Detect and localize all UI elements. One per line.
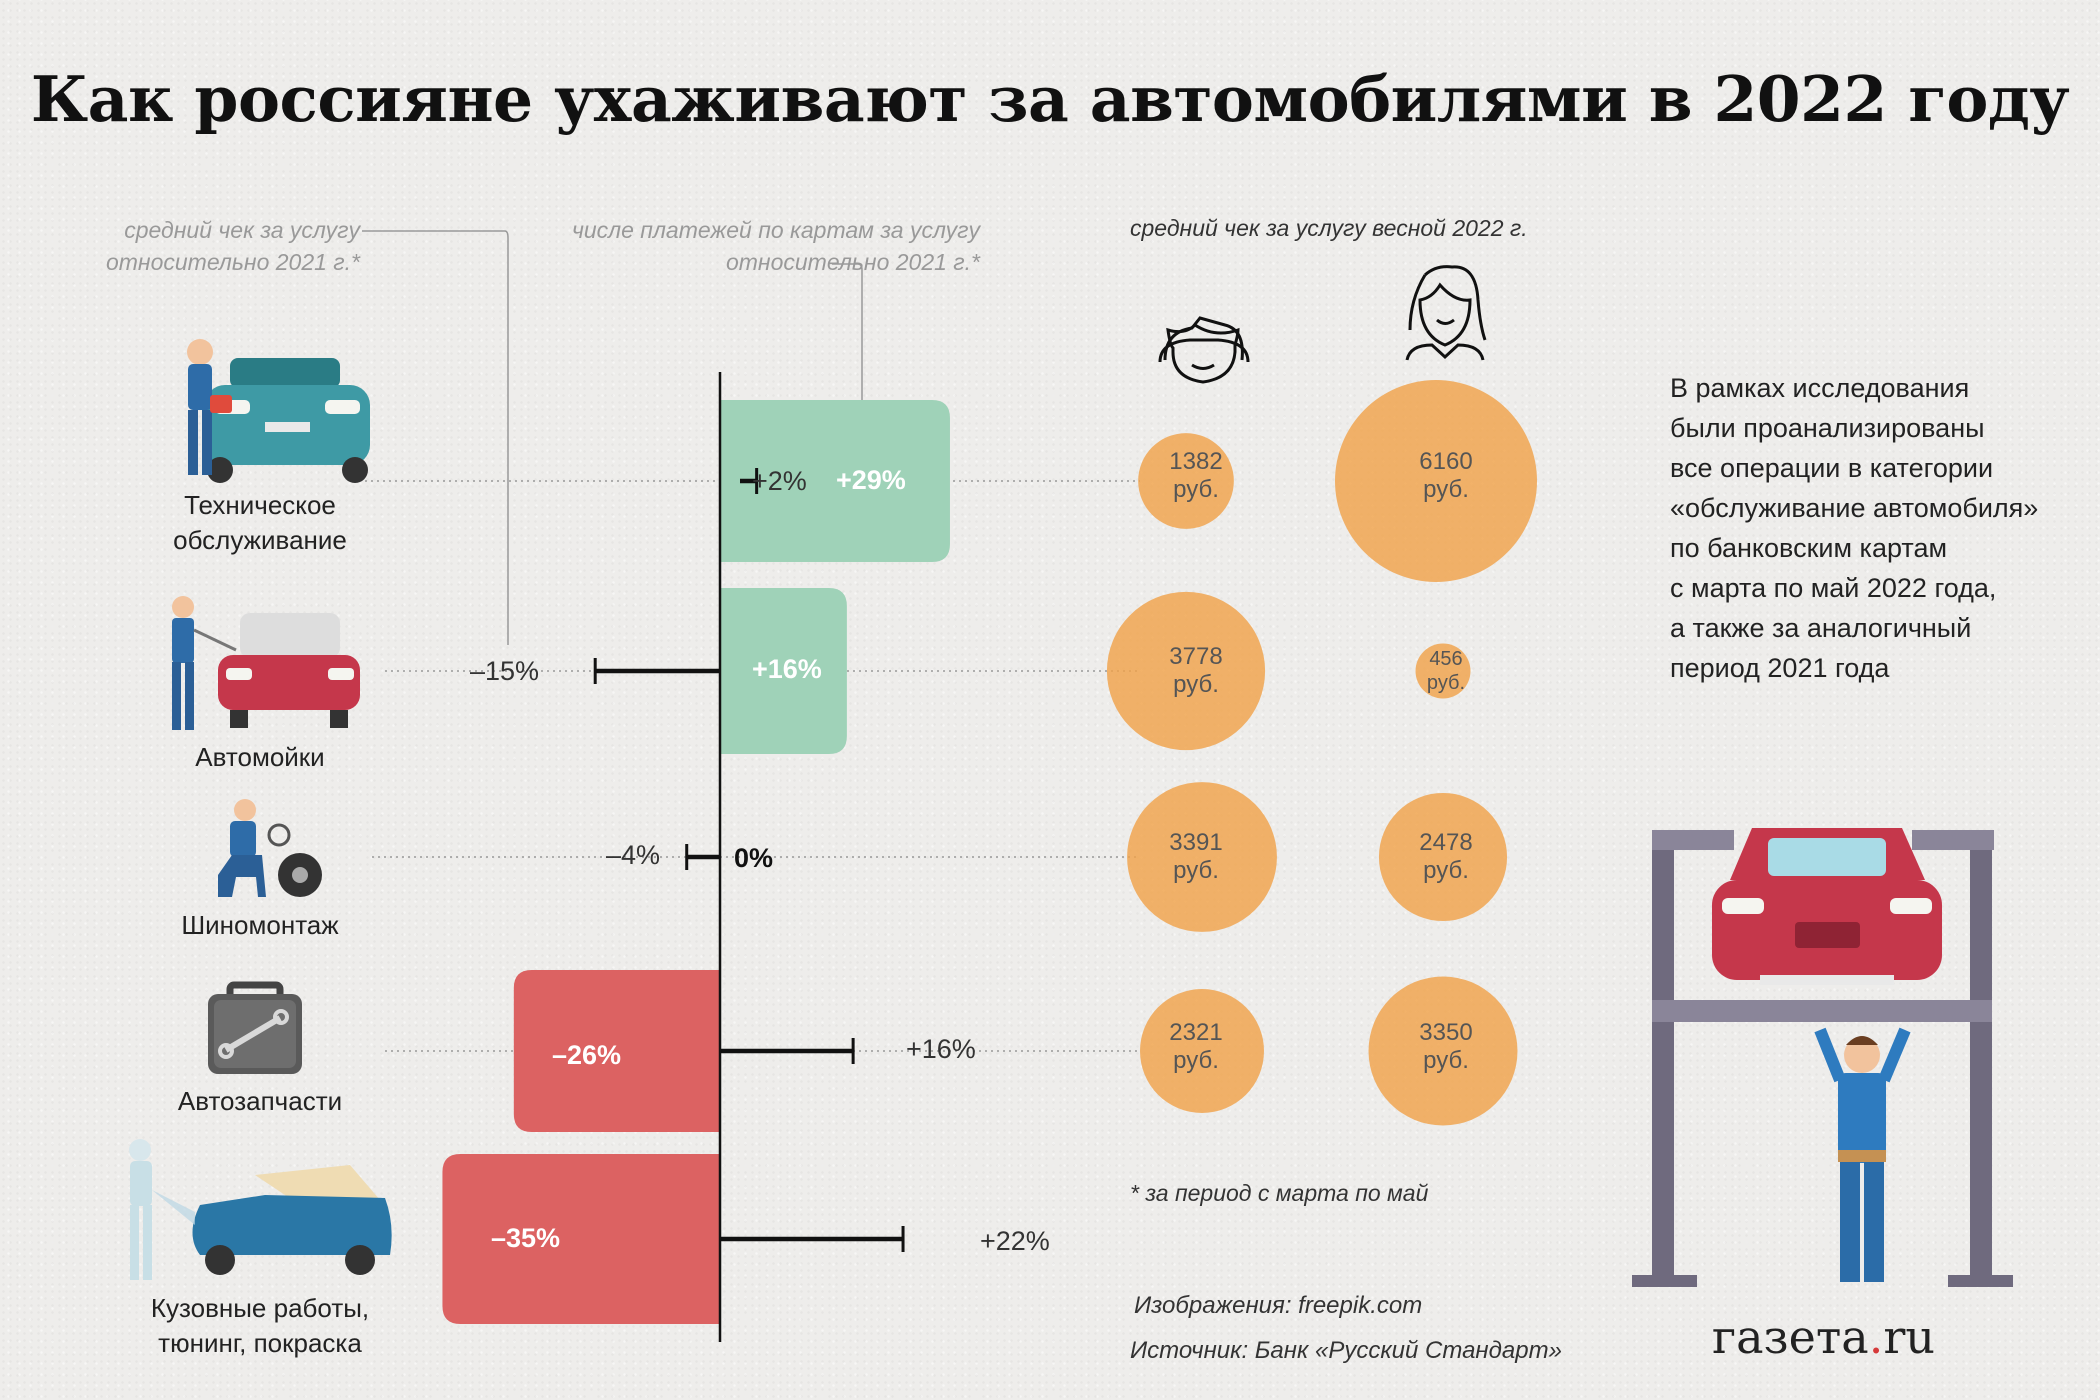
category-label-tire-service: Шиномонтаж bbox=[100, 908, 420, 943]
bubble-men bbox=[1138, 433, 1234, 529]
category-label-technical-service: Техническое обслуживание bbox=[100, 488, 420, 558]
category-label-line: Техническое bbox=[184, 490, 336, 520]
bubble-label-men-technical-service: 1382 руб. bbox=[1116, 448, 1276, 504]
category-label-line: Автомойки bbox=[195, 742, 325, 772]
bubble-value: 3778 bbox=[1169, 643, 1223, 670]
page-title: Как россияне ухаживают за автомобилями в… bbox=[30, 62, 2070, 136]
data-label-payments-technical-service: +29% bbox=[836, 465, 906, 495]
note-avg-check-spring: средний чек за услугу весной 2022 г. bbox=[1130, 215, 1528, 241]
category-label-auto-parts: Автозапчасти bbox=[100, 1084, 420, 1119]
payments-bar bbox=[720, 400, 950, 562]
source-credit: Источник: Банк «Русский Стандарт» bbox=[1130, 1337, 1562, 1364]
payments-bar bbox=[720, 588, 847, 754]
bubble-men bbox=[1140, 989, 1264, 1113]
bubble-unit: руб. bbox=[1173, 671, 1219, 698]
data-label-avg-check-body-work: +22% bbox=[980, 1226, 1050, 1256]
category-label-line: обслуживание bbox=[173, 525, 347, 555]
body-work-illustration bbox=[129, 1139, 392, 1280]
bubble-unit: руб. bbox=[1423, 1047, 1469, 1074]
gazeta-logo: газета.ru bbox=[1712, 1310, 1935, 1364]
data-label-avg-check-technical-service: +2% bbox=[752, 466, 807, 496]
man-face-icon bbox=[1158, 316, 1250, 384]
bubble-men bbox=[1106, 591, 1266, 751]
category-label-line: Кузовные работы, bbox=[150, 1293, 370, 1323]
bubble-value: 456 bbox=[1429, 648, 1463, 670]
bubble-value: 2321 bbox=[1169, 1019, 1223, 1046]
bubble-value: 6160 bbox=[1419, 448, 1473, 475]
logo-main: газета bbox=[1712, 1310, 1869, 1364]
bubble-label-women-tire-service: 2478 руб. bbox=[1366, 829, 1526, 885]
logo-dot: . bbox=[1868, 1310, 1884, 1364]
footnote: * за период с марта по май bbox=[1130, 1180, 1429, 1206]
note-payments-change: числе платежей по картам за услугу относ… bbox=[520, 214, 980, 278]
woman-face-icon bbox=[1405, 265, 1487, 361]
car-wash-illustration bbox=[172, 596, 360, 730]
category-label-line: Шиномонтаж bbox=[181, 910, 339, 940]
note-line: относительно 2021 г.* bbox=[725, 249, 980, 275]
description-line: по банковским картам bbox=[1670, 533, 1948, 563]
study-description: В рамках исследования были проанализиров… bbox=[1670, 368, 2070, 688]
bubble-value: 2478 bbox=[1419, 829, 1473, 856]
note-line: средний чек за услугу bbox=[124, 217, 360, 243]
note-line: числе платежей по картам за услугу bbox=[571, 217, 980, 243]
description-line: с марта по май 2022 года, bbox=[1670, 573, 1997, 603]
leader-line-avg-check bbox=[362, 230, 509, 645]
leader-line-payments bbox=[832, 263, 863, 455]
bubble-women bbox=[1335, 380, 1537, 582]
bubble-label-men-tire-service: 3391 руб. bbox=[1116, 829, 1276, 885]
data-label-payments-body-work: –35% bbox=[491, 1223, 561, 1253]
category-label-body-work: Кузовные работы, тюнинг, покраска bbox=[100, 1291, 420, 1361]
bubble-unit: руб. bbox=[1173, 1047, 1219, 1074]
data-label-avg-check-auto-parts: +16% bbox=[906, 1034, 976, 1064]
bubble-women bbox=[1368, 976, 1518, 1126]
category-label-car-wash: Автомойки bbox=[100, 740, 420, 775]
description-line: были проанализированы bbox=[1670, 413, 1985, 443]
description-line: период 2021 года bbox=[1670, 653, 1890, 683]
bubble-unit: руб. bbox=[1173, 857, 1219, 884]
bubble-label-men-car-wash: 3778 руб. bbox=[1116, 643, 1276, 699]
bubble-unit: руб. bbox=[1423, 857, 1469, 884]
note-avg-check-change: средний чек за услугу относительно 2021 … bbox=[90, 214, 360, 278]
bubble-unit: руб. bbox=[1173, 476, 1219, 503]
auto-parts-illustration bbox=[208, 981, 302, 1074]
data-label-avg-check-tire-service: –4% bbox=[606, 840, 661, 870]
category-label-line: тюнинг, покраска bbox=[158, 1328, 362, 1358]
data-label-payments-car-wash: +16% bbox=[752, 654, 822, 684]
bubble-label-men-auto-parts: 2321 руб. bbox=[1116, 1019, 1276, 1075]
bubble-women bbox=[1378, 792, 1508, 922]
description-line: все операции в категории bbox=[1670, 453, 1994, 483]
technical-service-illustration bbox=[187, 339, 370, 483]
description-line: В рамках исследования bbox=[1670, 373, 1970, 403]
bubble-value: 1382 bbox=[1169, 448, 1223, 475]
note-line: относительно 2021 г.* bbox=[105, 249, 360, 275]
tire-service-illustration bbox=[218, 799, 322, 897]
bubble-unit: руб. bbox=[1426, 672, 1466, 694]
bubble-men bbox=[1127, 782, 1277, 932]
bubble-women bbox=[1415, 643, 1471, 699]
description-line: а также за аналогичный bbox=[1670, 613, 1972, 643]
description-line: «обслуживание автомобиля» bbox=[1670, 493, 2039, 523]
data-label-payments-tire-service: 0% bbox=[734, 843, 774, 873]
payments-bar bbox=[442, 1154, 720, 1324]
category-label-line: Автозапчасти bbox=[177, 1086, 343, 1116]
bubble-label-women-technical-service: 6160 руб. bbox=[1366, 448, 1526, 504]
images-credit: Изображения: freepik.com bbox=[1134, 1292, 1423, 1319]
bubble-unit: руб. bbox=[1423, 476, 1469, 503]
bubble-value: 3391 bbox=[1169, 829, 1223, 856]
bubble-label-women-auto-parts: 3350 руб. bbox=[1366, 1019, 1526, 1075]
bubble-label-women-car-wash: 456 руб. bbox=[1366, 647, 1526, 695]
bubble-value: 3350 bbox=[1419, 1019, 1473, 1046]
payments-bar bbox=[513, 970, 720, 1132]
car-lift-illustration bbox=[1632, 828, 2013, 1287]
data-label-payments-auto-parts: –26% bbox=[552, 1040, 622, 1070]
logo-tld: ru bbox=[1883, 1310, 1935, 1364]
data-label-avg-check-car-wash: –15% bbox=[470, 656, 540, 686]
